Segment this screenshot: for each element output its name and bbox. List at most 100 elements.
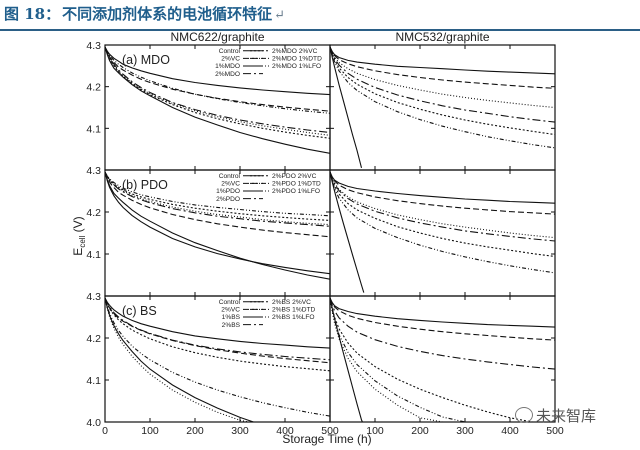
series-line-2: [105, 46, 330, 112]
series-line-4: [105, 297, 330, 361]
series-line-7: [105, 171, 330, 226]
legend-label: Control: [219, 48, 241, 55]
title-divider: [0, 29, 640, 31]
series-line-2: [330, 46, 555, 75]
legend-label: 2%PDO: [216, 196, 240, 203]
x-tick-label: 200: [186, 425, 204, 437]
x-tick-label: 500: [546, 425, 564, 437]
x-tick-label: 100: [366, 425, 384, 437]
series-line-5: [105, 297, 330, 372]
y-tick-label: 4.3: [86, 291, 101, 303]
legend-label: 2%BS 1%DTD: [272, 307, 315, 314]
legend-label: 2%PDO 2%VC: [272, 173, 317, 180]
legend-label: 2%VC: [221, 56, 240, 63]
legend-label: 2%PDO 1%DTD: [272, 181, 321, 188]
series-line-6: [330, 171, 555, 274]
x-tick-label: 400: [276, 425, 294, 437]
y-tick-label: 4.2: [86, 82, 101, 94]
series-line-6: [105, 46, 330, 114]
x-tick-label: 500: [321, 425, 339, 437]
series-line-5: [330, 46, 555, 136]
panel-frame: [329, 44, 556, 171]
x-tick-label: 0: [102, 425, 108, 437]
y-tick-label: 4.2: [86, 207, 101, 219]
watermark: 未来智库: [514, 405, 596, 426]
legend-label: 2%MDO 1%DTD: [272, 56, 322, 63]
legend-label: 2%BS 1%LFO: [272, 314, 315, 321]
x-tick-label: 300: [456, 425, 474, 437]
series-line-7: [330, 171, 555, 239]
series-line-3: [105, 46, 330, 96]
legend-label: 2%PDO 1%LFO: [272, 188, 320, 195]
wechat-logo-icon: [514, 407, 533, 423]
legend-label: 1%MDO: [215, 63, 240, 70]
y-tick-label: 4.1: [86, 123, 101, 135]
series-line-2: [330, 297, 555, 328]
x-tick-label: 100: [141, 425, 159, 437]
legend-label: 2%VC: [221, 307, 240, 314]
y-tick-label: 4.3: [86, 40, 101, 52]
panel-label: (a) MDO: [122, 53, 170, 67]
series-line-7: [105, 297, 250, 422]
series-line-1: [330, 297, 363, 422]
chart-layer: NMC622/graphite(a) MDOControl2%VC1%MDO2%…: [71, 30, 564, 446]
series-line-6: [105, 297, 330, 417]
series-line-6: [105, 171, 330, 217]
y-tick-label: 4.3: [86, 165, 101, 177]
series-line-3: [105, 171, 330, 275]
series-line-2: [105, 171, 330, 238]
series-line-6: [330, 46, 555, 149]
series-line-3: [330, 46, 555, 89]
series-line-2: [330, 171, 555, 204]
series-line-7: [105, 46, 330, 136]
x-axis-label: Storage Time (h): [282, 432, 371, 446]
legend-label: 2%VC: [221, 181, 240, 188]
x-tick-label: 200: [411, 425, 429, 437]
legend-label: Control: [219, 173, 241, 180]
series-line-5: [330, 171, 555, 258]
legend-label: 1%BS: [222, 314, 241, 321]
series-line-1: [330, 46, 363, 169]
legend-label: 1%PDO: [216, 188, 240, 195]
figure-title-text: 不同添加剂体系的电池循环特征: [62, 5, 273, 23]
y-tick-label: 4.1: [86, 249, 101, 261]
series-line-1: [105, 46, 330, 154]
series-line-3: [330, 171, 555, 215]
series-line-4: [330, 46, 555, 123]
series-line-5: [105, 46, 330, 139]
panel-label: (c) BS: [122, 304, 157, 318]
legend-label: 2%BS 2%VC: [272, 299, 311, 306]
y-axis-label-unit: (V): [71, 216, 85, 235]
series-line-3: [105, 297, 330, 349]
series-line-3: [330, 297, 555, 341]
figure-number: 图 18：: [4, 5, 61, 23]
x-tick-label: 300: [231, 425, 249, 437]
y-axis-label-main: E: [71, 248, 85, 256]
series-line-5: [330, 297, 555, 422]
series-line-4: [330, 297, 555, 370]
panel-label: (b) PDO: [122, 178, 168, 192]
y-axis-label: Ecell (V): [71, 216, 87, 255]
watermark-text: 未来智库: [535, 407, 596, 425]
legend-label: 2%MDO 2%VC: [272, 48, 318, 55]
series-line-7: [330, 298, 443, 422]
panel-frame: [329, 295, 556, 423]
legend-label: 2%MDO 1%LFO: [272, 63, 321, 70]
y-tick-label: 4.2: [86, 333, 101, 345]
series-line-4: [330, 171, 555, 242]
series-line-5: [105, 171, 330, 221]
y-tick-label: 4.1: [86, 375, 101, 387]
legend-label: 2%BS: [222, 322, 241, 329]
series-line-1: [105, 171, 330, 280]
figure-title: 图 18： 不同添加剂体系的电池循环特征 ↵: [4, 4, 636, 26]
legend-label: Control: [219, 299, 241, 306]
column-title: NMC532/graphite: [395, 30, 489, 44]
series-line-4: [105, 46, 330, 134]
column-title: NMC622/graphite: [170, 30, 264, 44]
legend-label: 2%MDO: [215, 71, 240, 78]
series-line-1: [105, 297, 254, 422]
y-tick-label: 4.0: [86, 417, 101, 429]
series-line-7: [330, 46, 555, 109]
y-axis-label-subscript: cell: [78, 235, 87, 247]
